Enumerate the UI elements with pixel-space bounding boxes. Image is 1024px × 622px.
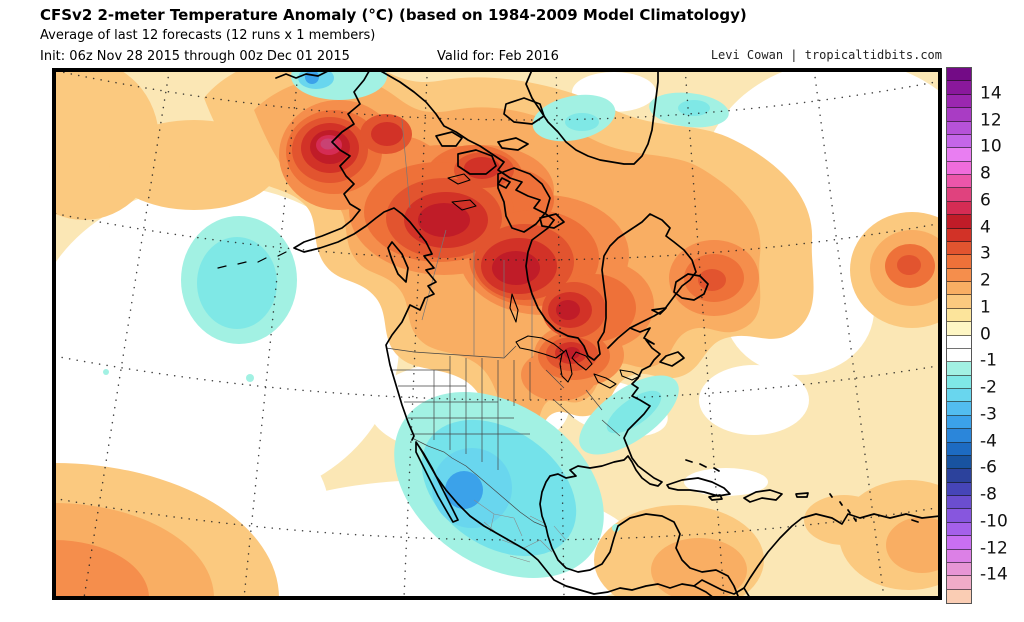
colorbar-cell xyxy=(947,402,971,416)
graticule-dotted xyxy=(54,70,940,598)
colorbar-cell xyxy=(947,308,971,323)
colorbar-cell xyxy=(947,268,971,282)
state-borders xyxy=(385,345,621,528)
coastlines xyxy=(217,70,940,598)
colorbar-cell xyxy=(947,442,971,456)
colorbar-tick: 8 xyxy=(980,163,991,184)
credit-label: Levi Cowan | tropicaltidbits.com xyxy=(710,48,942,62)
colorbar-cell xyxy=(947,282,971,296)
colorbar-cell xyxy=(947,175,971,189)
colorbar-cell xyxy=(947,522,971,537)
init-label: Init: 06z Nov 28 2015 through 00z Dec 01… xyxy=(40,49,350,64)
colorbar-tick: 2 xyxy=(980,270,991,291)
valid-label: Valid for: Feb 2016 xyxy=(437,49,559,64)
colorbar-cell xyxy=(947,188,971,202)
colorbar-tick: -3 xyxy=(980,404,997,425)
colorbar-cell xyxy=(947,134,971,149)
colorbar-cell xyxy=(947,322,971,336)
colorbar-cell xyxy=(947,589,971,603)
colorbar-cell xyxy=(947,455,971,470)
colorbar-tick: 12 xyxy=(980,110,1002,131)
colorbar-cell xyxy=(947,108,971,122)
colorbar-tick-labels: 14 12 10 8 6 4 3 2 1 0 -1 -2 -3 -4 -6 -8 -10 -12 -14 xyxy=(980,67,1024,604)
colorbar-tick: -4 xyxy=(980,431,997,452)
province-borders xyxy=(401,119,533,358)
colorbar xyxy=(946,67,972,604)
colorbar-cell xyxy=(947,161,971,175)
colorbar-cell xyxy=(947,335,971,349)
colorbar-cell xyxy=(947,362,971,376)
colorbar-cell xyxy=(947,148,971,162)
colorbar-cell xyxy=(947,68,971,82)
colorbar-cell xyxy=(947,121,971,135)
map-canvas xyxy=(54,70,940,598)
colorbar-tick: -12 xyxy=(980,538,1008,559)
colorbar-cell xyxy=(947,295,971,309)
colorbar-cell xyxy=(947,375,971,389)
colorbar-cell xyxy=(947,241,971,256)
colorbar-tick: 10 xyxy=(980,136,1002,157)
colorbar-tick: 4 xyxy=(980,217,991,238)
colorbar-tick: -8 xyxy=(980,484,997,505)
colorbar-cell xyxy=(947,562,971,577)
colorbar-cell xyxy=(947,496,971,510)
colorbar-cell xyxy=(947,201,971,216)
page-title: CFSv2 2-meter Temperature Anomaly (°C) (… xyxy=(40,6,747,24)
map-frame xyxy=(54,70,940,598)
colorbar-tick: -1 xyxy=(980,350,997,371)
colorbar-cell xyxy=(947,536,971,550)
colorbar-tick: -14 xyxy=(980,564,1008,585)
colorbar-tick: -10 xyxy=(980,511,1008,532)
colorbar-cell xyxy=(947,429,971,443)
colorbar-tick: -6 xyxy=(980,457,997,478)
colorbar-tick: 0 xyxy=(980,324,991,345)
colorbar-cell xyxy=(947,482,971,496)
colorbar-tick: 14 xyxy=(980,83,1002,104)
colorbar-cell xyxy=(947,415,971,430)
colorbar-tick: 3 xyxy=(980,243,991,264)
colorbar-cell xyxy=(947,509,971,523)
colorbar-cell xyxy=(947,228,971,242)
colorbar-tick: 1 xyxy=(980,297,991,318)
colorbar-cell xyxy=(947,576,971,590)
mexico-state-borders xyxy=(473,499,567,563)
colorbar-cell xyxy=(947,81,971,95)
colorbar-cell xyxy=(947,348,971,363)
colorbar-cell xyxy=(947,215,971,229)
colorbar-cell xyxy=(947,255,971,269)
subtitle: Average of last 12 forecasts (12 runs x … xyxy=(40,28,376,43)
warm-anomaly-shading xyxy=(54,70,940,598)
colorbar-cell xyxy=(947,94,971,109)
colorbar-tick: 6 xyxy=(980,190,991,211)
anomaly-map xyxy=(52,68,942,600)
colorbar-tick: -2 xyxy=(980,377,997,398)
colorbar-cell xyxy=(947,469,971,483)
colorbar-cell xyxy=(947,549,971,563)
colorbar-cell xyxy=(947,389,971,403)
